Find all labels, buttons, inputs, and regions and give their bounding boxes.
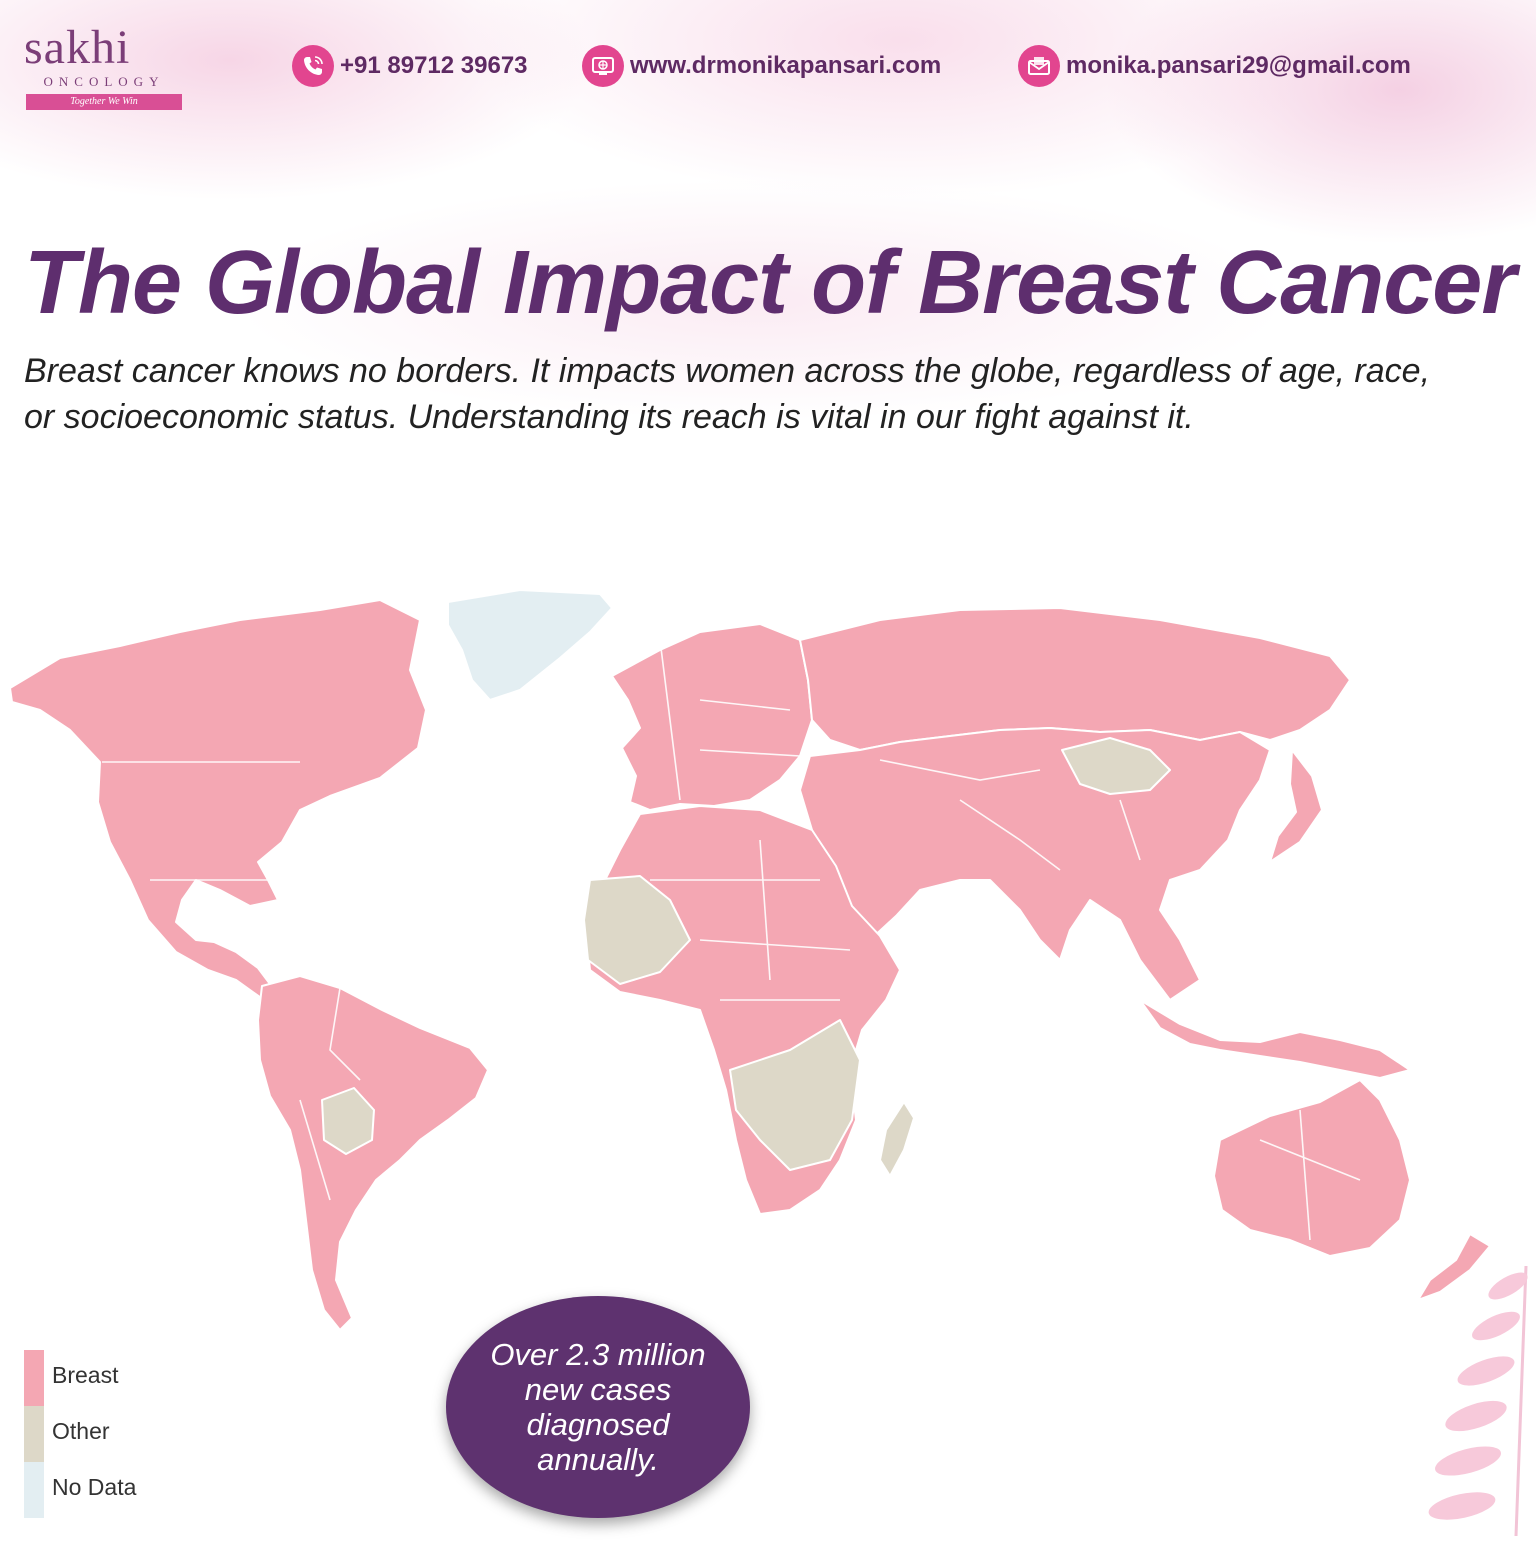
region-madagascar — [879, 1101, 915, 1177]
mail-icon — [1018, 45, 1060, 87]
legend-swatch-no-data — [24, 1462, 44, 1518]
region-north-america — [9, 599, 427, 1001]
region-russia — [799, 607, 1351, 751]
region-europe — [611, 623, 813, 811]
region-greenland — [447, 589, 613, 701]
callout-line-1: Over 2.3 million — [490, 1337, 706, 1372]
phone-number: +91 89712 39673 — [340, 52, 528, 79]
region-new-zealand — [1417, 1233, 1491, 1301]
region-japan — [1269, 749, 1323, 863]
region-west-africa — [583, 875, 691, 985]
world-map — [0, 580, 1536, 1340]
region-asia — [799, 727, 1271, 1001]
region-southern-africa — [729, 1019, 861, 1171]
callout-line-3: annually. — [537, 1442, 659, 1477]
page-title: The Global Impact of Breast Cancer — [24, 233, 1516, 333]
web-icon — [582, 45, 624, 87]
subtitle-line-1: Breast cancer knows no borders. It impac… — [24, 352, 1431, 390]
legend-item-other: Other — [24, 1406, 244, 1462]
contact-phone[interactable]: +91 89712 39673 — [292, 44, 528, 88]
page-subtitle: Breast cancer knows no borders. It impac… — [24, 348, 1464, 440]
logo-wordmark: sakhi — [24, 21, 131, 74]
region-mongolia — [1061, 737, 1171, 795]
header-background — [0, 0, 1536, 470]
legend-item-breast: Breast — [24, 1350, 244, 1406]
legend-label-other: Other — [52, 1418, 110, 1444]
legend-item-no-data: No Data — [24, 1462, 244, 1518]
region-bolivia — [321, 1087, 375, 1155]
callout-line-2: new cases diagnosed — [524, 1372, 672, 1442]
legend-swatch-breast — [24, 1350, 44, 1406]
logo-subtitle: ONCOLOGY — [43, 74, 165, 89]
region-indonesia — [1139, 999, 1411, 1079]
callout-text: Over 2.3 million new cases diagnosed ann… — [453, 1337, 743, 1477]
region-south-america — [257, 975, 489, 1331]
contact-website[interactable]: www.drmonikapansari.com — [582, 44, 941, 88]
decorative-leaves — [1416, 1256, 1536, 1537]
legend-label-no-data: No Data — [52, 1474, 137, 1500]
contact-email[interactable]: monika.pansari29@gmail.com — [1018, 44, 1411, 88]
legend-swatch-other — [24, 1406, 44, 1462]
logo-tagline: Together We Win — [26, 94, 182, 110]
region-australia — [1213, 1079, 1411, 1257]
website-url: www.drmonikapansari.com — [630, 52, 942, 79]
logo: sakhi ONCOLOGY Together We Win — [24, 22, 184, 114]
stat-callout: Over 2.3 million new cases diagnosed ann… — [446, 1296, 750, 1518]
email-address: monika.pansari29@gmail.com — [1066, 52, 1411, 79]
phone-icon — [292, 45, 334, 87]
map-legend: Breast Other No Data — [24, 1350, 244, 1520]
legend-label-breast: Breast — [52, 1362, 119, 1388]
subtitle-line-2: or socioeconomic status. Understanding i… — [24, 398, 1194, 436]
